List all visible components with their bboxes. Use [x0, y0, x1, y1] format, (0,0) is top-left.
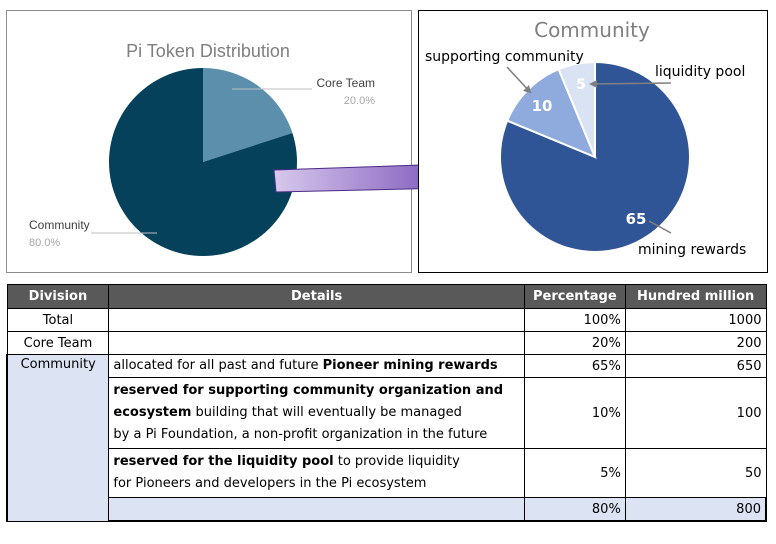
left-pie	[109, 68, 297, 256]
core-details	[108, 331, 525, 355]
table-header-row: Division Details Percentage Hundred mill…	[6, 284, 767, 309]
header-amount: Hundred million	[624, 284, 767, 309]
table-row-total: Total 100% 1000	[6, 308, 767, 332]
core-amount: 200	[624, 331, 767, 355]
core-division: Core Team	[6, 331, 110, 355]
liquidity-value: 5	[576, 77, 586, 93]
left-pie-slice-core-team	[203, 68, 293, 162]
left-pie-slice-community	[109, 68, 297, 256]
right-chart-title: Community	[534, 18, 650, 42]
liquidity-arrowhead	[589, 80, 597, 88]
total-details	[108, 308, 525, 332]
total-percentage: 100%	[523, 308, 626, 332]
right-pie-slice-liquidity-pool	[557, 60, 596, 158]
mining-details-bold: Pioneer mining rewards	[322, 358, 498, 373]
mining-rewards-label: mining rewards	[638, 242, 746, 258]
core-percentage: 20%	[523, 331, 626, 355]
subtotal-details	[108, 497, 525, 522]
liquidity-rest-1: to provide liquidity	[333, 454, 460, 469]
header-percentage: Percentage	[523, 284, 626, 309]
subtotal-amount: 800	[624, 497, 767, 522]
table-row-community-mining: Community allocated for all past and fut…	[6, 354, 767, 522]
total-division: Total	[6, 308, 110, 332]
core-team-value: 20.0%	[344, 95, 375, 107]
support-amount: 100	[624, 377, 767, 449]
table-row-core-team: Core Team 20% 200	[6, 331, 767, 355]
table-row-community-liquidity: reserved for the liquidity pool to provi…	[7, 448, 767, 498]
header-division: Division	[6, 284, 110, 309]
liquidity-pool-label: liquidity pool	[655, 64, 745, 80]
liquidity-amount: 50	[624, 448, 767, 498]
mining-amount: 650	[624, 354, 767, 378]
mining-leader	[648, 220, 672, 234]
header-details: Details	[108, 284, 525, 309]
right-pie-svg: Community 10 5 65 supporting community l…	[425, 18, 746, 258]
left-chart-title: Pi Token Distribution	[126, 41, 290, 61]
liquidity-leader	[590, 82, 672, 85]
left-pie-svg: Pi Token Distribution Core Team 20.0% Co…	[29, 41, 375, 256]
supporting-value: 10	[532, 97, 553, 115]
table-row-community-support: reserved for supporting community organi…	[7, 377, 767, 449]
mining-details: allocated for all past and future Pionee…	[108, 354, 525, 378]
total-amount: 1000	[624, 308, 767, 332]
subtotal-percentage: 80%	[523, 497, 626, 522]
support-rest-1: building that will eventually be managed	[191, 405, 462, 420]
table-row-community-subtotal: 80% 800	[7, 497, 767, 522]
liquidity-line-2: for Pioneers and developers in the Pi ec…	[113, 476, 427, 491]
community-breakdown-chart: Community 10 5 65 supporting community l…	[418, 10, 768, 273]
support-line-3: by a Pi Foundation, a non-profit organiz…	[113, 427, 488, 442]
mining-percentage: 65%	[523, 354, 626, 378]
community-label: Community	[29, 218, 90, 232]
community-value: 80.0%	[29, 237, 60, 249]
liquidity-details: reserved for the liquidity pool to provi…	[108, 448, 525, 498]
pi-token-distribution-chart: Pi Token Distribution Core Team 20.0% Co…	[6, 10, 412, 273]
support-bold-1: reserved for supporting community organi…	[113, 383, 504, 398]
supporting-community-label: supporting community	[425, 49, 584, 65]
community-division: Community	[6, 354, 110, 522]
support-bold-2: ecosystem	[113, 405, 192, 420]
mining-details-text: allocated for all past and future	[113, 358, 323, 373]
supporting-arrowhead	[523, 85, 531, 93]
mining-value: 65	[626, 210, 647, 228]
support-details: reserved for supporting community organi…	[108, 377, 525, 449]
support-percentage: 10%	[523, 377, 626, 449]
distribution-table: Division Details Percentage Hundred mill…	[6, 284, 767, 522]
liquidity-percentage: 5%	[523, 448, 626, 498]
liquidity-bold: reserved for the liquidity pool	[113, 454, 334, 469]
core-team-label: Core Team	[317, 76, 375, 90]
